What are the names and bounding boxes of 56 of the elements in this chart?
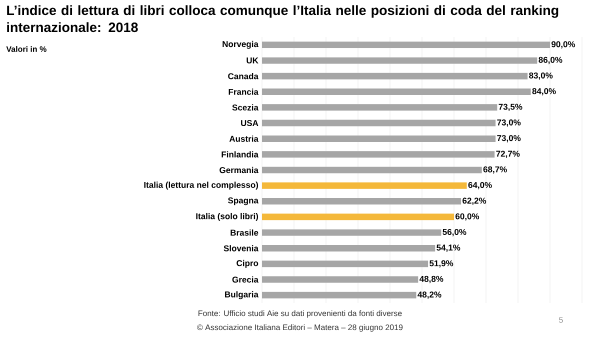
y-tick-label: Finlandia: [222, 151, 259, 158]
bar: [262, 42, 550, 48]
y-tick-label: Scezia: [232, 104, 259, 111]
data-label: 86,0%: [538, 56, 562, 64]
bar: [262, 244, 436, 252]
y-tick-label: Italia (lettura nel complesso): [144, 182, 258, 190]
bar: [262, 88, 531, 96]
bar: [262, 104, 498, 111]
y-tick-label: Italia (solo libri): [196, 212, 258, 221]
bar: [262, 151, 495, 158]
bar: [262, 276, 418, 283]
data-label: 48,2%: [418, 292, 442, 299]
data-label: 73,5%: [498, 104, 522, 112]
bar: [262, 292, 416, 298]
data-label: 60,0%: [456, 213, 480, 221]
data-label: 83,0%: [529, 72, 553, 80]
y-tick-label: Brasile: [230, 229, 258, 236]
y-tick-label: Grecia: [232, 276, 259, 283]
bar: [262, 72, 528, 80]
y-tick-label: Norvegia: [222, 40, 259, 49]
bar: [262, 182, 467, 189]
source-note: Fonte: Ufficio studi Aie su dati provenienti da fonti diverse: [198, 310, 402, 318]
data-label: 48,8%: [419, 276, 444, 284]
bar: [262, 57, 538, 64]
bar: [262, 120, 496, 126]
data-label: 62,2%: [462, 198, 486, 205]
y-tick-label: Slovenia: [224, 245, 259, 252]
y-tick-label: Francia: [228, 88, 259, 95]
text: Valori in %: [6, 46, 46, 52]
data-label: 73,0%: [497, 119, 521, 127]
bar: [262, 166, 482, 174]
data-label: 51,9%: [430, 260, 454, 268]
y-tick-label: USA: [241, 120, 258, 126]
y-tick-label: UK: [246, 58, 258, 64]
data-label: 72,7%: [496, 150, 520, 158]
chart-title: L’indice di lettura di libri colloca comunque l’Italia nelle posizioni di coda del ranking internazionale: 2018: [7, 5, 558, 32]
text: © Associazione Italiana Editori – Matera – 28 giugno 2019: [197, 324, 403, 332]
data-label: 90,0%: [551, 41, 576, 48]
bar: [262, 229, 442, 236]
data-label: 64,0%: [468, 182, 492, 190]
data-label: 56,0%: [442, 228, 466, 236]
y-tick-label: Canada: [228, 72, 259, 80]
bar: [262, 198, 462, 205]
y-tick-label: Spagna: [228, 197, 259, 206]
y-tick-label: Bulgaria: [225, 291, 259, 300]
y-tick-label: Austria: [229, 136, 259, 142]
y-tick-label: Cipro: [236, 260, 258, 268]
bar: [262, 260, 428, 268]
data-label: 68,7%: [483, 166, 507, 174]
text: 5: [559, 317, 563, 323]
data-label: 54,1%: [436, 244, 460, 252]
y-tick-label: Germania: [220, 166, 259, 174]
bar: [262, 135, 496, 142]
bar: [262, 214, 454, 220]
data-label: 84,0%: [532, 88, 556, 96]
data-label: 73,0%: [497, 135, 521, 142]
